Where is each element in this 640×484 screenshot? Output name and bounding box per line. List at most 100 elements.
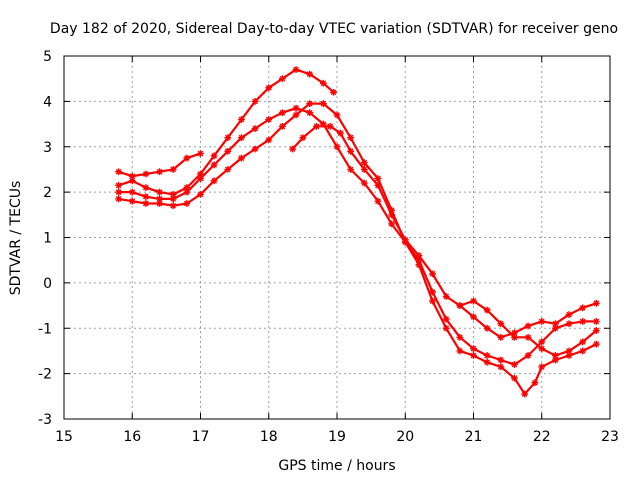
data-point: [142, 200, 150, 207]
data-point: [197, 150, 204, 157]
series-track-c: [115, 104, 600, 368]
data-point: [292, 104, 300, 112]
x-tick-label: 15: [55, 429, 73, 445]
data-point: [483, 358, 491, 366]
x-tick-label: 18: [260, 429, 278, 445]
data-point: [210, 161, 218, 169]
data-point: [483, 324, 491, 332]
data-point: [388, 211, 395, 219]
x-tick-label: 19: [328, 429, 346, 445]
data-point: [142, 184, 150, 191]
data-point: [565, 320, 573, 328]
data-point: [470, 352, 477, 359]
data-point: [360, 179, 368, 187]
data-point: [497, 356, 505, 364]
data-point: [538, 338, 546, 346]
data-point: [292, 111, 300, 119]
series-track-b: [115, 66, 337, 198]
data-point: [511, 374, 518, 382]
data-point: [579, 318, 587, 325]
data-point: [538, 318, 546, 325]
x-tick-label: 21: [465, 429, 483, 445]
data-point: [552, 352, 559, 359]
series-layer: [115, 66, 600, 398]
data-point: [531, 379, 539, 387]
data-point: [415, 261, 423, 269]
y-tick-label: 2: [43, 185, 52, 201]
x-tick-label: 23: [601, 429, 619, 445]
data-point: [169, 195, 177, 203]
data-point: [292, 66, 300, 74]
y-tick-label: 5: [43, 49, 52, 65]
series-track-f: [456, 299, 600, 341]
data-point: [429, 270, 436, 278]
data-point: [497, 320, 505, 328]
data-point: [224, 166, 232, 173]
series-line: [118, 68, 335, 196]
data-point: [401, 236, 409, 244]
data-point: [251, 145, 259, 153]
data-point: [374, 181, 382, 189]
data-point: [224, 147, 232, 155]
data-point: [538, 345, 546, 353]
data-point: [279, 109, 286, 117]
data-point: [265, 136, 273, 144]
data-point: [429, 297, 436, 305]
data-point: [442, 315, 450, 323]
data-point: [511, 329, 518, 337]
data-point: [511, 361, 518, 368]
data-point: [483, 306, 491, 314]
data-point: [224, 134, 232, 142]
data-point: [565, 347, 573, 355]
data-point: [115, 188, 122, 196]
y-tick-label: 3: [43, 140, 52, 156]
data-point: [579, 304, 587, 312]
data-point: [197, 190, 204, 198]
data-point: [156, 168, 163, 176]
data-point: [238, 154, 245, 162]
data-point: [538, 363, 546, 371]
data-point: [197, 175, 204, 182]
data-point: [299, 134, 307, 142]
data-point: [579, 347, 587, 355]
data-point: [313, 122, 320, 130]
data-point: [337, 129, 344, 137]
x-tick-label: 17: [192, 429, 210, 445]
data-point: [456, 302, 464, 309]
data-point: [128, 197, 136, 205]
data-point: [442, 324, 450, 332]
data-point: [319, 79, 327, 87]
data-point: [442, 293, 450, 300]
data-point: [347, 166, 355, 173]
series-track-d: [115, 100, 600, 398]
data-point: [279, 75, 286, 83]
data-point: [210, 152, 218, 160]
data-point: [374, 197, 382, 205]
data-point: [333, 111, 341, 119]
data-point: [142, 170, 150, 178]
data-point: [289, 145, 297, 153]
data-point: [128, 188, 136, 196]
data-point: [279, 122, 286, 130]
data-point: [592, 340, 600, 348]
data-point: [251, 125, 259, 132]
x-tick-labels: 15 16 17 18 19 20 21 22 23: [55, 429, 619, 445]
data-point: [210, 177, 218, 185]
data-point: [156, 188, 163, 196]
chart-title: Day 182 of 2020, Sidereal Day-to-day VTE…: [50, 21, 618, 37]
data-point: [374, 175, 382, 182]
data-point: [169, 202, 177, 210]
y-tick-label: -2: [38, 367, 52, 383]
data-point: [388, 220, 395, 228]
data-point: [470, 297, 477, 305]
data-point: [552, 320, 559, 328]
data-point: [330, 88, 337, 96]
data-point: [115, 181, 122, 189]
x-tick-label: 22: [533, 429, 551, 445]
data-point: [347, 147, 355, 155]
data-point: [333, 143, 341, 151]
data-point: [347, 134, 355, 142]
y-tick-label: -3: [38, 412, 52, 428]
